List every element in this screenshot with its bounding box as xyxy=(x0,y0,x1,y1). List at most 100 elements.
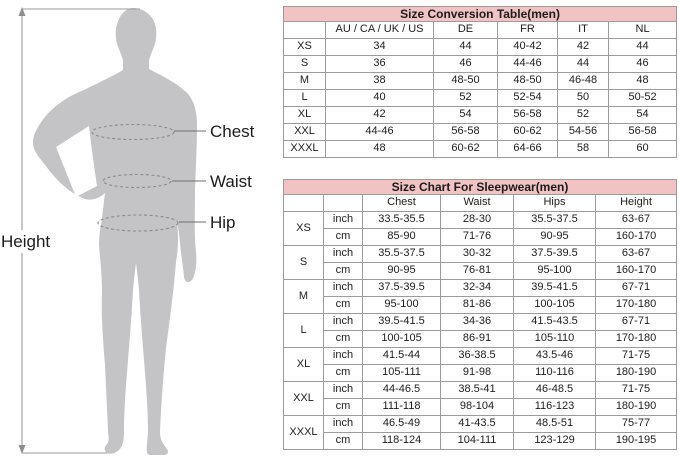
size-value-cell: 46 xyxy=(433,55,498,73)
measurement-cell: 110-116 xyxy=(513,364,596,382)
size-label: S xyxy=(283,245,324,280)
size-value-cell: 56-58 xyxy=(497,106,558,124)
column-header: IT xyxy=(557,21,609,39)
measurement-cell: 48.5-51 xyxy=(513,415,596,433)
size-label: XS xyxy=(283,38,326,56)
measurement-cell: 32-34 xyxy=(440,279,514,297)
size-value-cell: 50 xyxy=(557,89,609,107)
measurement-cell: 104-111 xyxy=(440,432,514,450)
column-header: DE xyxy=(433,21,498,39)
size-value-cell: 48-50 xyxy=(433,72,498,90)
measurement-cell: 116-123 xyxy=(513,398,596,416)
column-header: AU / CA / UK / US xyxy=(325,21,434,39)
size-label: L xyxy=(283,313,324,348)
unit-label: inch xyxy=(323,211,363,229)
size-value-cell: 50-52 xyxy=(607,89,678,107)
table-title: Size Chart For Sleepwear(men) xyxy=(283,179,677,195)
size-value-cell: 52 xyxy=(557,106,609,124)
column-header xyxy=(323,194,363,212)
height-label: Height xyxy=(1,232,50,251)
size-value-cell: 46-48 xyxy=(557,72,609,90)
waist-measure-line xyxy=(102,173,172,189)
measurement-cell: 111-118 xyxy=(362,398,441,416)
size-value-cell: 42 xyxy=(557,38,609,56)
height-arrowhead-bottom xyxy=(18,445,26,454)
measurement-cell: 90-95 xyxy=(513,228,596,246)
size-value-cell: 44 xyxy=(433,38,498,56)
measurement-cell: 91-98 xyxy=(440,364,514,382)
measurement-cell: 46-48.5 xyxy=(513,381,596,399)
measurement-cell: 41.5-43.5 xyxy=(513,313,596,331)
measurement-cell: 30-32 xyxy=(440,245,514,263)
size-conversion-table-container: Size Conversion Table(men) AU / CA / UK /… xyxy=(282,6,678,158)
size-value-cell: 40 xyxy=(325,89,434,107)
hip-label: Hip xyxy=(210,213,236,232)
table-row: XXL inch 44-46.5 38.5-41 46-48.5 71-75 xyxy=(283,381,677,416)
measurement-cell: 76-81 xyxy=(440,262,514,280)
size-value-cell: 54 xyxy=(433,106,498,124)
unit-label: inch xyxy=(323,415,363,433)
measurement-cell: 100-105 xyxy=(513,296,596,314)
size-value-cell: 40-42 xyxy=(497,38,558,56)
table-row: cm 118-124 104-111 123-129 190-195 xyxy=(284,432,677,450)
chest-measure-line xyxy=(91,123,175,141)
column-header xyxy=(283,194,324,212)
size-label: XXXL xyxy=(283,140,326,158)
measurement-cell: 37.5-39.5 xyxy=(362,279,441,297)
measurement-cell: 39.5-41.5 xyxy=(362,313,441,331)
size-value-cell: 52-54 xyxy=(497,89,558,107)
measurement-cell: 180-190 xyxy=(595,398,677,416)
measurement-cell: 160-170 xyxy=(595,228,677,246)
measurement-cell: 86-91 xyxy=(440,330,514,348)
measurement-cell: 118-124 xyxy=(362,432,441,450)
measurement-cell: 39.5-41.5 xyxy=(513,279,596,297)
size-value-cell: 54 xyxy=(607,106,678,124)
measurement-cell: 46.5-49 xyxy=(362,415,441,433)
table-row: cm 111-118 98-104 116-123 180-190 xyxy=(284,398,677,416)
table-title: Size Conversion Table(men) xyxy=(282,6,678,22)
size-value-cell: 60 xyxy=(607,140,678,158)
measurement-cell: 37.5-39.5 xyxy=(513,245,596,263)
size-value-cell: 56-58 xyxy=(433,123,498,141)
size-label: XXL xyxy=(283,381,324,416)
measurement-cell: 35.5-37.5 xyxy=(513,211,596,229)
size-value-cell: 48 xyxy=(607,72,678,90)
body-silhouette xyxy=(32,8,198,455)
measurement-cell: 63-67 xyxy=(595,211,677,229)
size-label: XS xyxy=(283,211,324,246)
table-row: XL inch 41.5-44 36-38.5 43.5-46 71-75 xyxy=(283,347,677,382)
measurement-cell: 35.5-37.5 xyxy=(362,245,441,263)
measurement-cell: 90-95 xyxy=(362,262,441,280)
size-value-cell: 44-46 xyxy=(497,55,558,73)
measurement-cell: 71-75 xyxy=(595,347,677,365)
waist-label: Waist xyxy=(210,172,252,191)
measurement-cell: 34-36 xyxy=(440,313,514,331)
measurement-cell: 63-67 xyxy=(595,245,677,263)
table-row: cm 100-105 86-91 105-110 170-180 xyxy=(284,330,677,348)
size-value-cell: 38 xyxy=(325,72,434,90)
table-row: XL 42 54 56-58 52 54 xyxy=(283,106,678,124)
measurement-cell: 71-75 xyxy=(595,381,677,399)
size-label: XXXL xyxy=(283,415,324,450)
table-row: XS 34 44 40-42 42 44 xyxy=(283,38,678,56)
column-header: Chest xyxy=(362,194,441,212)
unit-label: inch xyxy=(323,381,363,399)
measurement-cell: 100-105 xyxy=(362,330,441,348)
unit-label: cm xyxy=(323,296,363,314)
size-value-cell: 34 xyxy=(325,38,434,56)
table-row: cm 90-95 76-81 95-100 160-170 xyxy=(284,262,677,280)
chest-label: Chest xyxy=(210,122,255,141)
measurement-cell: 105-110 xyxy=(513,330,596,348)
column-header: Waist xyxy=(440,194,514,212)
table-row: L 40 52 52-54 50 50-52 xyxy=(283,89,678,107)
size-conversion-table: Size Conversion Table(men) AU / CA / UK /… xyxy=(282,6,678,158)
measurement-cell: 38.5-41 xyxy=(440,381,514,399)
unit-label: cm xyxy=(323,398,363,416)
measurement-cell: 95-100 xyxy=(513,262,596,280)
size-value-cell: 42 xyxy=(325,106,434,124)
measurement-cell: 44-46.5 xyxy=(362,381,441,399)
body-measurement-diagram: Chest Waist Hip Height xyxy=(1,7,255,455)
measurement-cell: 67-71 xyxy=(595,313,677,331)
size-value-cell: 36 xyxy=(325,55,434,73)
